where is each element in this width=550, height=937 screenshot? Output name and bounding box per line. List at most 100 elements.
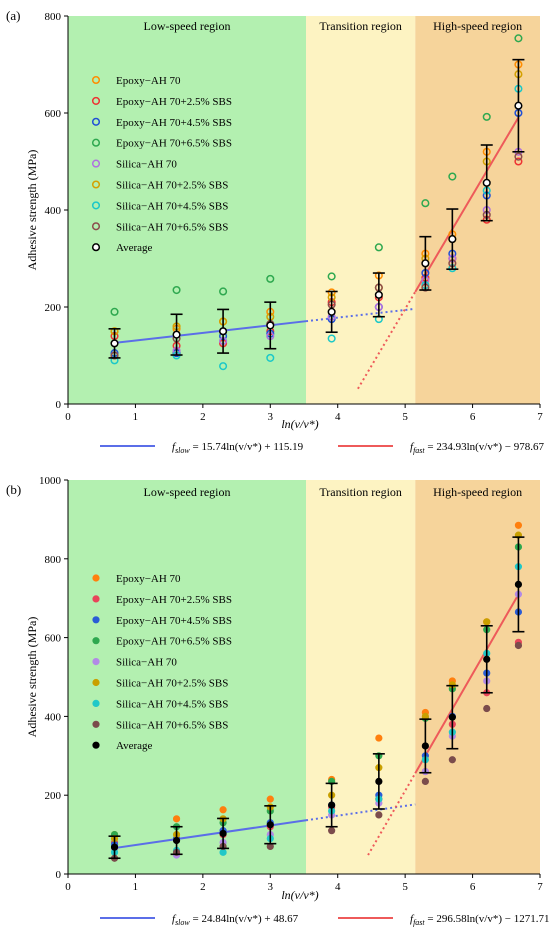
data-point <box>110 843 119 851</box>
data-point <box>172 330 181 339</box>
data-point <box>110 307 119 316</box>
x-axis-label: ln(v/v*) <box>281 417 318 431</box>
data-point <box>266 321 275 330</box>
data-point <box>219 806 227 814</box>
data-point <box>328 801 336 809</box>
legend-label: Epoxy−AH 70+4.5% SBS <box>116 117 232 129</box>
data-point <box>514 152 523 161</box>
legend-label: Epoxy−AH 70 <box>116 573 181 585</box>
legend-marker <box>92 699 100 708</box>
data-point <box>375 777 383 786</box>
legend-marker <box>91 180 101 189</box>
region-band <box>306 16 416 404</box>
region-label: Low-speed region <box>144 485 231 499</box>
data-point <box>448 172 457 181</box>
y-tick-label: 200 <box>45 302 62 314</box>
fit-formula: fslow = 24.84ln(v/v*) + 48.67 <box>172 913 299 927</box>
panel-a-chart: (a) Low-speed region Transition region High… <box>6 8 544 455</box>
x-tick-label: 2 <box>200 881 206 893</box>
data-point <box>219 287 228 296</box>
region-label: High-speed region <box>433 485 522 499</box>
fit-formula-f: f <box>410 913 415 925</box>
data-point <box>266 821 274 829</box>
legend-label: Epoxy−AH 70 <box>116 75 181 87</box>
panel-b-chart: (b) Low-speed region Transition region High… <box>6 475 549 927</box>
data-point <box>514 101 523 110</box>
data-point <box>421 742 429 750</box>
legend-marker <box>92 595 100 603</box>
region-band <box>306 480 416 874</box>
legend-marker <box>92 720 100 728</box>
legend-label: Epoxy−AH 70+4.5% SBS <box>116 615 232 627</box>
region-band <box>415 480 540 874</box>
x-tick-label: 7 <box>537 411 543 423</box>
y-tick-label: 600 <box>45 633 62 645</box>
x-tick-label: 3 <box>268 881 274 893</box>
data-point <box>172 836 181 845</box>
legend-marker <box>91 222 101 231</box>
region-band <box>68 16 307 404</box>
data-point <box>448 756 456 764</box>
x-tick-label: 6 <box>470 881 476 893</box>
data-point <box>514 641 523 650</box>
legend-label: Average <box>116 242 153 254</box>
legend-marker <box>92 657 100 666</box>
data-point <box>482 178 491 187</box>
data-point <box>514 157 523 166</box>
fit-line-fast-extension <box>367 772 417 856</box>
fit-line-slow-extension <box>305 803 416 822</box>
legend-marker <box>92 574 100 582</box>
data-point <box>327 272 336 281</box>
legend-label: Silica−AH 70+4.5% SBS <box>116 698 228 710</box>
legend-marker <box>92 678 100 687</box>
legend-label: Silica−AH 70+2.5% SBS <box>116 180 228 192</box>
data-point <box>172 815 181 823</box>
data-point <box>219 829 227 838</box>
region-label: Low-speed region <box>144 19 231 33</box>
data-point <box>421 199 430 208</box>
x-tick-label: 4 <box>335 411 341 423</box>
data-point <box>266 353 275 362</box>
legend-label: Epoxy−AH 70+6.5% SBS <box>116 138 232 150</box>
data-point <box>514 34 523 43</box>
data-point <box>483 618 491 626</box>
y-tick-label: 400 <box>45 711 62 723</box>
data-point <box>327 334 336 343</box>
data-point <box>110 339 119 348</box>
data-point <box>448 713 456 721</box>
x-axis-label: ln(v/v*) <box>281 888 318 902</box>
legend-label: Silica−AH 70+4.5% SBS <box>116 200 228 212</box>
legend-label: Silica−AH 70+6.5% SBS <box>116 719 228 731</box>
y-tick-label: 200 <box>45 790 62 802</box>
data-point <box>375 811 383 819</box>
fit-formula-text: = 24.84ln(v/v*) + 48.67 <box>190 913 299 925</box>
fit-formula: fslow = 15.74ln(v/v*) + 115.19 <box>172 441 304 455</box>
y-tick-label: 0 <box>56 869 62 881</box>
legend-marker <box>92 616 100 624</box>
fit-line-slow-extension <box>305 307 416 323</box>
x-tick-label: 1 <box>133 881 139 893</box>
y-tick-label: 1000 <box>39 475 62 487</box>
fit-formula-sub: fast <box>413 918 425 927</box>
legend-label: Epoxy−AH 70+2.5% SBS <box>116 594 232 606</box>
fit-formula: ffast = 234.93ln(v/v*) − 978.67 <box>410 441 544 455</box>
legend-marker <box>91 159 101 168</box>
x-tick-label: 4 <box>335 881 341 893</box>
data-point <box>448 235 457 244</box>
y-tick-label: 800 <box>45 11 62 23</box>
fit-formula-text: = 296.58ln(v/v*) − 1271.71 <box>425 913 550 925</box>
data-point <box>219 327 228 336</box>
data-point <box>374 290 383 299</box>
x-tick-label: 1 <box>133 411 139 423</box>
legend-label: Silica−AH 70+6.5% SBS <box>116 221 228 233</box>
legend-label: Epoxy−AH 70+2.5% SBS <box>116 96 232 108</box>
data-point <box>482 112 491 121</box>
fit-formula-sub: fast <box>413 446 425 455</box>
y-tick-label: 0 <box>56 399 62 411</box>
y-tick-label: 800 <box>45 554 62 566</box>
legend-label: Silica−AH 70 <box>116 159 177 171</box>
fit-line-fast <box>414 593 520 774</box>
fit-formula-f: f <box>410 441 415 453</box>
y-axis-label: Adhesive strength (MPa) <box>25 150 39 271</box>
y-tick-label: 400 <box>45 205 62 217</box>
